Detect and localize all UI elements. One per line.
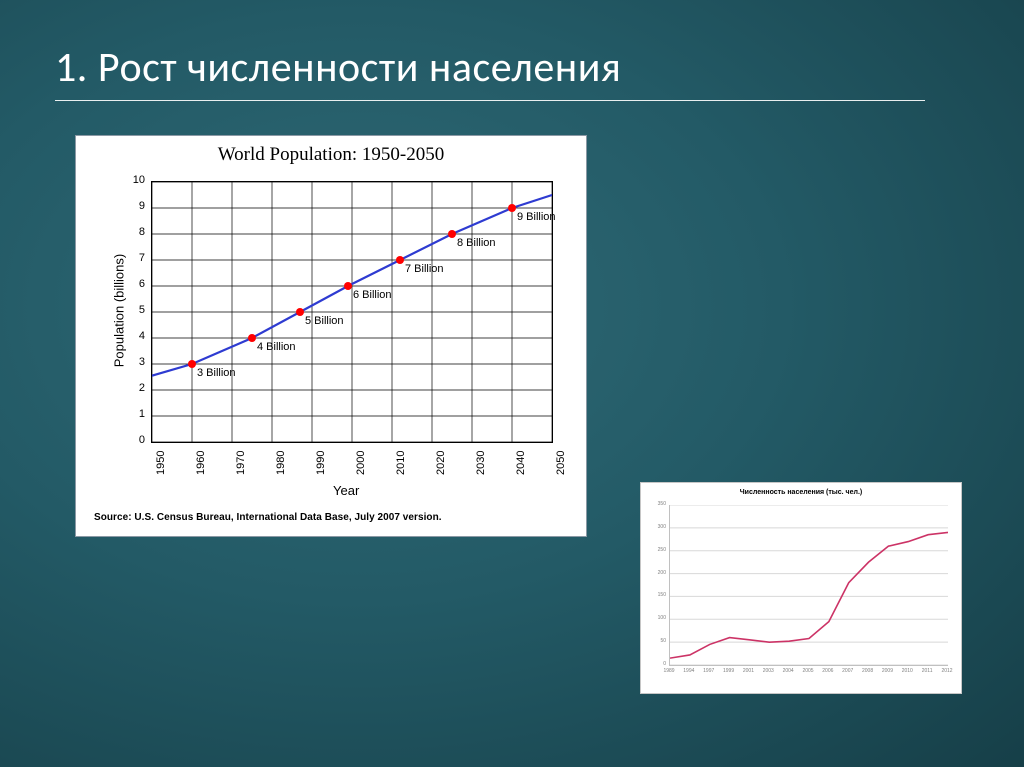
chart1-ytick: 8 <box>125 226 145 238</box>
title-underline <box>55 100 925 101</box>
chart1-plot-area <box>151 181 553 443</box>
chart1-xtick: 2010 <box>395 451 407 475</box>
chart2-xtick: 2004 <box>779 668 797 674</box>
chart2-ytick: 50 <box>648 638 666 644</box>
chart1-source: Source: U.S. Census Bureau, Internationa… <box>94 512 442 523</box>
chart2-ytick: 250 <box>648 547 666 553</box>
chart2-ytick: 300 <box>648 524 666 530</box>
chart2-xtick: 1997 <box>700 668 718 674</box>
chart2-xtick: 1994 <box>680 668 698 674</box>
chart1-ytick: 5 <box>125 304 145 316</box>
chart2-xtick: 2006 <box>819 668 837 674</box>
chart1-point-label: 9 Billion <box>517 211 556 223</box>
chart1-ytick: 7 <box>125 252 145 264</box>
chart2-plot-area <box>669 505 948 666</box>
chart2-ytick: 200 <box>648 570 666 576</box>
chart1-xtick: 1970 <box>235 451 247 475</box>
chart1-ytick: 1 <box>125 408 145 420</box>
chart1-xtick: 2040 <box>515 451 527 475</box>
slide: 1. Рост численности населения World Popu… <box>0 0 1024 767</box>
chart2-xtick: 1989 <box>660 668 678 674</box>
chart2-xtick: 2001 <box>739 668 757 674</box>
chart1-point-label: 3 Billion <box>197 367 236 379</box>
world-population-chart: World Population: 1950-2050 Population (… <box>75 135 587 537</box>
chart1-xlabel: Year <box>333 483 359 498</box>
chart2-ytick: 100 <box>648 615 666 621</box>
chart1-ytick: 0 <box>125 434 145 446</box>
chart2-xtick: 2005 <box>799 668 817 674</box>
chart2-title: Численность населения (тыс. чел.) <box>641 489 961 496</box>
chart2-xtick: 2007 <box>839 668 857 674</box>
chart1-ytick: 6 <box>125 278 145 290</box>
chart1-ytick: 4 <box>125 330 145 342</box>
chart1-xtick: 2020 <box>435 451 447 475</box>
chart2-xtick: 2012 <box>938 668 956 674</box>
chart1-ytick: 2 <box>125 382 145 394</box>
chart2-xtick: 2008 <box>859 668 877 674</box>
chart2-xtick: 2010 <box>898 668 916 674</box>
secondary-population-chart: Численность населения (тыс. чел.) 0 50 100… <box>640 482 962 694</box>
chart1-point-label: 8 Billion <box>457 237 496 249</box>
chart1-svg <box>152 182 552 442</box>
chart1-xtick: 1990 <box>315 451 327 475</box>
chart1-point-label: 6 Billion <box>353 289 392 301</box>
chart1-xtick: 2030 <box>475 451 487 475</box>
chart1-point-label: 4 Billion <box>257 341 296 353</box>
chart1-xtick: 1960 <box>195 451 207 475</box>
chart2-xtick: 1999 <box>720 668 738 674</box>
chart1-point-label: 5 Billion <box>305 315 344 327</box>
chart2-xtick: 2003 <box>759 668 777 674</box>
chart2-svg <box>670 505 948 665</box>
chart1-xtick: 2000 <box>355 451 367 475</box>
chart2-ytick: 0 <box>648 661 666 667</box>
chart1-ytick: 10 <box>125 174 145 186</box>
chart1-title: World Population: 1950-2050 <box>76 144 586 166</box>
chart1-xtick: 1980 <box>275 451 287 475</box>
chart1-xtick: 2050 <box>555 451 567 475</box>
chart1-xtick: 1950 <box>155 451 167 475</box>
chart1-point-label: 7 Billion <box>405 263 444 275</box>
page-title: 1. Рост численности населения <box>55 42 621 93</box>
chart1-ytick: 3 <box>125 356 145 368</box>
chart2-xtick: 2009 <box>878 668 896 674</box>
chart2-xtick: 2011 <box>918 668 936 674</box>
chart2-ytick: 150 <box>648 592 666 598</box>
chart2-ytick: 350 <box>648 501 666 507</box>
chart1-ytick: 9 <box>125 200 145 212</box>
